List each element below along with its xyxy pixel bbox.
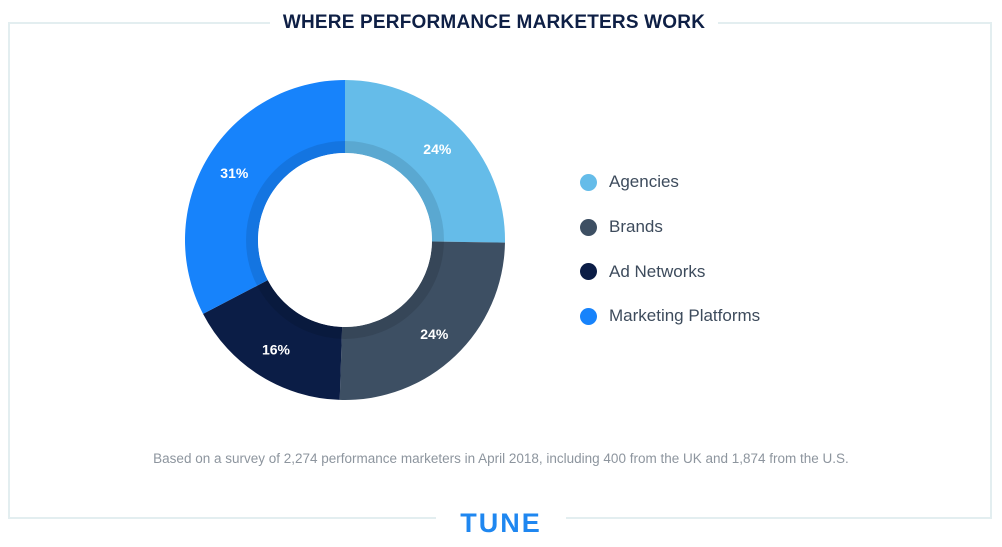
slice-brands xyxy=(339,241,505,400)
legend-item-ad-networks: Ad Networks xyxy=(580,249,760,294)
donut-hole xyxy=(258,153,432,327)
slice-ad-networks xyxy=(203,280,343,400)
legend-label-marketing-platforms: Marketing Platforms xyxy=(609,306,761,326)
tune-logo-text: TUNE xyxy=(460,508,542,538)
legend-item-marketing-platforms: Marketing Platforms xyxy=(580,294,760,339)
slice-label-brands: 24% xyxy=(420,326,449,342)
legend-label-brands: Brands xyxy=(609,217,663,237)
legend-label-ad-networks: Ad Networks xyxy=(609,261,706,281)
slice-label-ad-networks: 16% xyxy=(262,342,291,358)
legend-swatch-brands xyxy=(580,218,597,236)
chart-title: WHERE PERFORMANCE MARKETERS WORK xyxy=(270,8,718,38)
legend-swatch-marketing-platforms xyxy=(580,307,597,325)
slice-label-marketing-platforms: 31% xyxy=(220,165,249,181)
legend-swatch-ad-networks xyxy=(580,263,597,281)
survey-footnote: Based on a survey of 2,274 performance m… xyxy=(153,451,849,466)
brand-logo: TUNE xyxy=(436,505,566,541)
donut-inner-shadow xyxy=(246,141,444,339)
slice-marketing-platforms xyxy=(185,80,345,314)
legend-item-brands: Brands xyxy=(580,205,760,250)
legend-item-agencies: Agencies xyxy=(580,160,760,205)
slice-agencies xyxy=(345,80,505,243)
legend-swatch-agencies xyxy=(580,173,597,191)
legend-label-agencies: Agencies xyxy=(609,172,679,192)
slice-label-agencies: 24% xyxy=(423,141,452,157)
legend: Agencies Brands Ad Networks Marketing Pl… xyxy=(580,160,760,339)
